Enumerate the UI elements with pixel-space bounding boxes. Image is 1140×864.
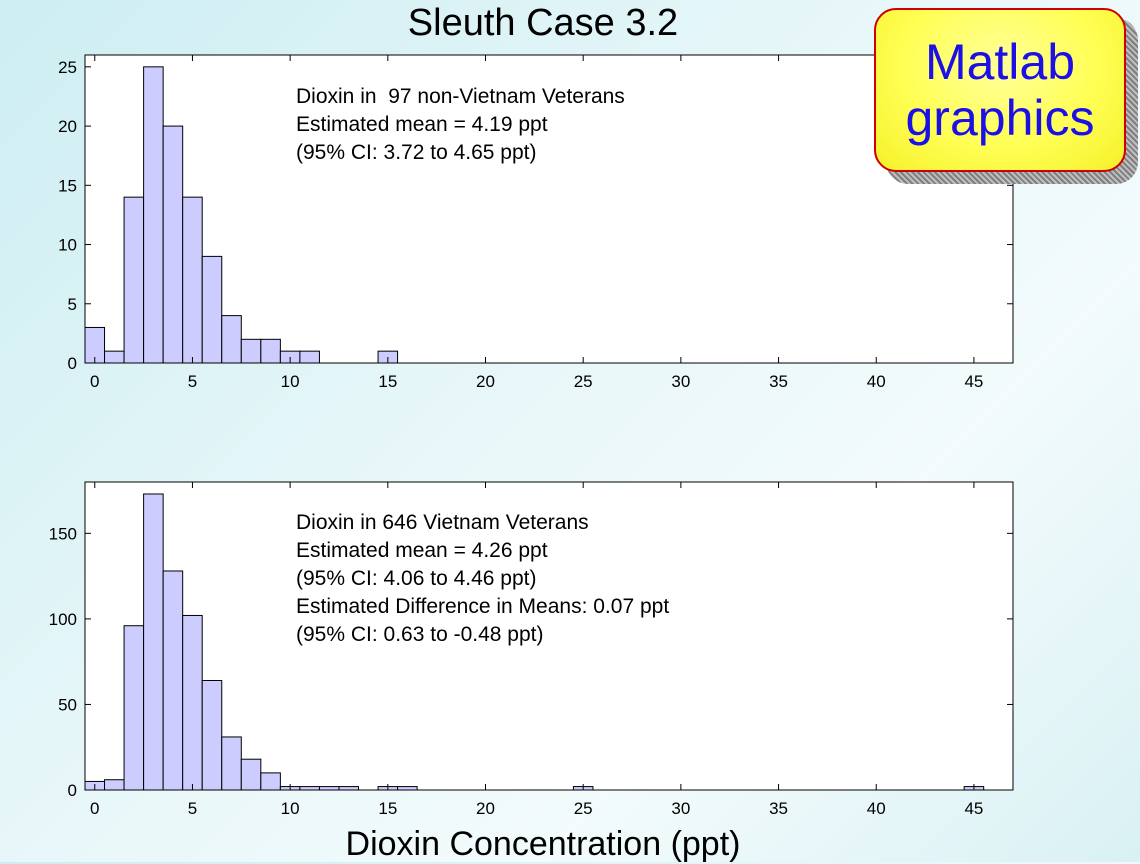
top-y-tick-label: 20 [58, 117, 77, 136]
badge-line-2: graphics [905, 90, 1095, 146]
top-x-tick-label: 45 [964, 372, 983, 391]
top-x-tick-label: 5 [188, 372, 197, 391]
annotation-vietnam: Dioxin in 646 Vietnam Veterans Estimated … [296, 509, 669, 649]
top-x-tick-label: 10 [281, 372, 300, 391]
bottom-annotation-line: Estimated mean = 4.26 ppt [296, 539, 548, 562]
bottom-annotation-line: Dioxin in 646 Vietnam Veterans [296, 511, 589, 534]
top-x-tick-label: 30 [671, 372, 690, 391]
bottom-x-tick-label: 45 [964, 799, 983, 818]
bottom-y-tick-label: 150 [49, 524, 77, 543]
bottom-x-tick-label: 35 [769, 799, 788, 818]
bottom-y-tick-label: 100 [49, 610, 77, 629]
bottom-bar [182, 614, 203, 791]
bottom-annotation-line: (95% CI: 4.06 to 4.46 ppt) [296, 567, 537, 590]
histogram-vietnam: 0 5 10 15 20 25 30 35 40 45 0 50 100 150 [49, 481, 1014, 818]
bottom-x-tick-label: 15 [378, 799, 397, 818]
bottom-bar [123, 625, 145, 791]
top-y-tick-label: 25 [58, 58, 77, 77]
x-axis-label: Dioxin Concentration (ppt) [345, 825, 741, 863]
bottom-bar [162, 570, 184, 791]
top-x-tick-label: 15 [378, 372, 397, 391]
annotation-non-vietnam: Dioxin in 97 non-Vietnam Veterans Estimat… [296, 83, 625, 167]
bottom-x-tick-label: 25 [574, 799, 593, 818]
bottom-x-tick-label: 30 [671, 799, 690, 818]
bottom-bar [299, 786, 320, 791]
top-y-tick-label: 0 [68, 354, 77, 373]
bottom-x-tick-label: 5 [188, 799, 197, 818]
bottom-x-tick-label: 10 [281, 799, 300, 818]
bottom-bar [260, 772, 281, 791]
bottom-x-tick-label: 40 [867, 799, 886, 818]
matlab-graphics-badge: Matlab graphics [874, 8, 1126, 172]
bottom-annotation-line: Estimated Difference in Means: 0.07 ppt [296, 595, 670, 618]
bottom-bar [221, 736, 242, 791]
top-y-tick-label: 10 [58, 236, 77, 255]
top-annotation-line: Estimated mean = 4.19 ppt [296, 113, 548, 136]
bottom-x-tick-label: 0 [90, 799, 99, 818]
bottom-bar [240, 758, 262, 791]
bottom-plot-frame [84, 481, 1014, 791]
histogram-non-vietnam: 0 5 10 15 20 25 30 35 40 45 0 5 10 15 20 25 [58, 54, 1014, 391]
bottom-bar [318, 786, 340, 791]
top-x-tick-label: 35 [769, 372, 788, 391]
bottom-bar [338, 786, 360, 791]
bottom-annotation-line: (95% CI: 0.63 to -0.48 ppt) [296, 623, 544, 646]
top-x-tick-label: 40 [867, 372, 886, 391]
top-plot-frame [84, 54, 1014, 364]
bottom-bar [104, 779, 125, 791]
top-annotation-line: (95% CI: 3.72 to 4.65 ppt) [296, 141, 537, 164]
bottom-bar [143, 493, 164, 791]
top-plot-area [85, 55, 1013, 363]
bottom-bar [397, 786, 418, 791]
bottom-y-tick-label: 0 [68, 781, 77, 800]
top-annotation-line: Dioxin in 97 non-Vietnam Veterans [296, 85, 625, 108]
page-title: Sleuth Case 3.2 [407, 2, 679, 44]
bottom-y-tick-label: 50 [58, 695, 77, 714]
top-x-tick-label: 20 [476, 372, 495, 391]
top-y-tick-label: 5 [68, 295, 77, 314]
top-x-tick-label: 25 [574, 372, 593, 391]
bottom-x-tick-label: 20 [476, 799, 495, 818]
top-y-tick-label: 15 [58, 176, 77, 195]
bottom-bar [201, 679, 223, 791]
top-x-tick-label: 0 [90, 372, 99, 391]
badge-line-1: Matlab [924, 34, 1076, 90]
